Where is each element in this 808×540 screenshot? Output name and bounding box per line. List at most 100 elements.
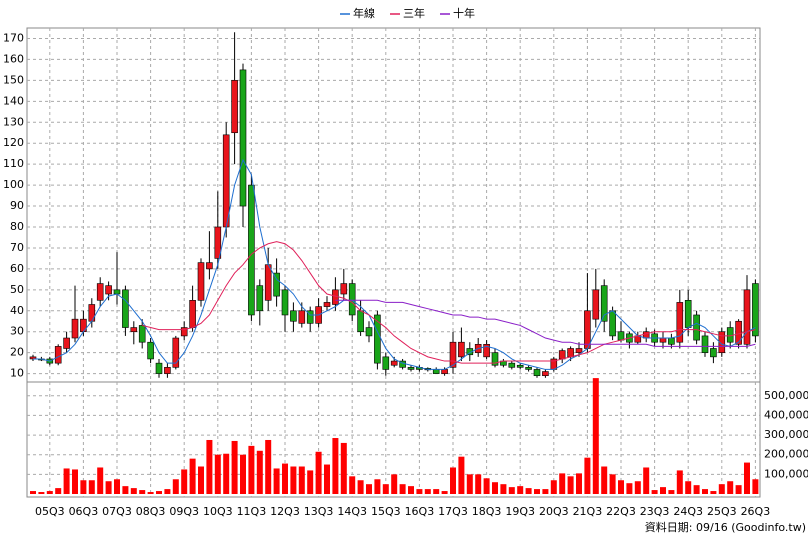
candle-body <box>273 272 280 297</box>
candle-body <box>726 327 734 343</box>
volume-bar <box>97 467 104 494</box>
volume-bar <box>172 479 179 494</box>
candle-body <box>54 346 62 364</box>
volume-bar <box>433 489 440 494</box>
volume-bar <box>483 478 490 494</box>
source-note: 資料日期: 09/16 (Goodinfo.tw) <box>645 520 806 534</box>
candle-body <box>172 337 180 368</box>
y-tick-label: 100,000 <box>764 467 808 480</box>
candle-body <box>88 304 96 322</box>
volume-bar <box>256 450 263 494</box>
y-tick-label: 40 <box>10 304 24 317</box>
x-tick-label: 13Q3 <box>304 505 334 518</box>
candle-body <box>533 369 541 377</box>
y-tick-label: 300,000 <box>764 428 808 441</box>
y-tick-label: 130 <box>3 115 24 128</box>
volume-bar <box>248 445 255 494</box>
volume-bar <box>651 490 658 494</box>
volume-bar <box>408 486 414 494</box>
volume-bar <box>214 454 221 494</box>
x-tick-label: 25Q3 <box>707 505 737 518</box>
candle-body <box>357 310 364 333</box>
volume-bar <box>357 480 364 494</box>
volume-bar <box>450 467 456 494</box>
volume-bar <box>542 489 549 494</box>
candle-body <box>365 327 373 337</box>
y-tick-label: 120 <box>3 136 24 149</box>
candle-body <box>348 283 356 316</box>
candle-body <box>214 226 222 259</box>
volume-bar <box>592 378 599 494</box>
volume-bar <box>282 463 288 494</box>
volume-bar <box>660 487 666 494</box>
candle-body <box>256 285 264 312</box>
candle-body <box>735 320 742 345</box>
volume-bar <box>139 490 146 494</box>
volume-bar <box>315 451 322 494</box>
volume-bar <box>601 466 608 494</box>
volume-bar <box>702 489 708 494</box>
candle-body <box>340 283 348 295</box>
candle-body <box>130 327 138 333</box>
x-tick-label: 09Q3 <box>169 505 199 518</box>
volume-bar <box>290 466 297 494</box>
candle-body <box>449 341 457 368</box>
volume-bar <box>122 486 129 494</box>
candle-body <box>222 134 230 228</box>
legend-label: 三年 <box>403 6 425 20</box>
candle-body <box>542 371 549 377</box>
candle-body <box>752 283 759 337</box>
x-tick-label: 06Q3 <box>69 505 99 518</box>
candle-body <box>382 356 390 370</box>
volume-bar <box>30 491 36 494</box>
volume-bar <box>156 491 162 494</box>
y-tick-label: 60 <box>10 262 24 275</box>
y-tick-label: 140 <box>3 94 24 107</box>
ma-line <box>33 158 756 370</box>
y-tick-label: 70 <box>10 241 24 254</box>
volume-bar <box>559 473 566 494</box>
candle-body <box>718 331 726 353</box>
volume-bar <box>223 453 230 494</box>
x-tick-label: 20Q3 <box>539 505 569 518</box>
x-tick-label: 07Q3 <box>102 505 132 518</box>
volume-bar <box>618 480 624 494</box>
candle-body <box>684 300 692 328</box>
volume-bar <box>72 469 78 494</box>
volume-bar <box>416 489 423 494</box>
candle-body <box>710 348 717 358</box>
ma-line <box>335 299 756 347</box>
candle-body <box>264 264 272 301</box>
y-tick-label: 110 <box>3 157 24 170</box>
candle-body <box>668 337 675 345</box>
candle-body <box>206 262 213 270</box>
volume-bar <box>475 474 482 494</box>
volume-bar <box>693 485 700 494</box>
volume-bar <box>466 474 473 494</box>
candle-body <box>122 289 129 328</box>
candle-body <box>575 348 583 353</box>
x-tick-label: 24Q3 <box>673 505 703 518</box>
candle-body <box>138 325 146 343</box>
candle-body <box>491 352 499 366</box>
volume-bar <box>181 469 188 494</box>
volume-bar <box>567 476 574 494</box>
volume-bar <box>727 481 734 494</box>
volume-bar <box>391 474 398 494</box>
y-tick-label: 100 <box>3 178 24 191</box>
candle-body <box>701 335 709 353</box>
volume-bar <box>492 482 498 494</box>
volume-bar <box>508 487 515 494</box>
candle-body <box>113 289 121 295</box>
candle-body <box>407 367 415 370</box>
candle-body <box>483 343 490 358</box>
volume-bar <box>500 484 507 494</box>
volume-bar <box>147 492 154 494</box>
volume-bar <box>441 491 448 494</box>
volume-bar <box>525 488 532 494</box>
volume-bar <box>332 438 339 494</box>
y-tick-label: 10 <box>10 367 24 380</box>
x-tick-label: 10Q3 <box>203 505 233 518</box>
volume-bar <box>424 489 431 494</box>
